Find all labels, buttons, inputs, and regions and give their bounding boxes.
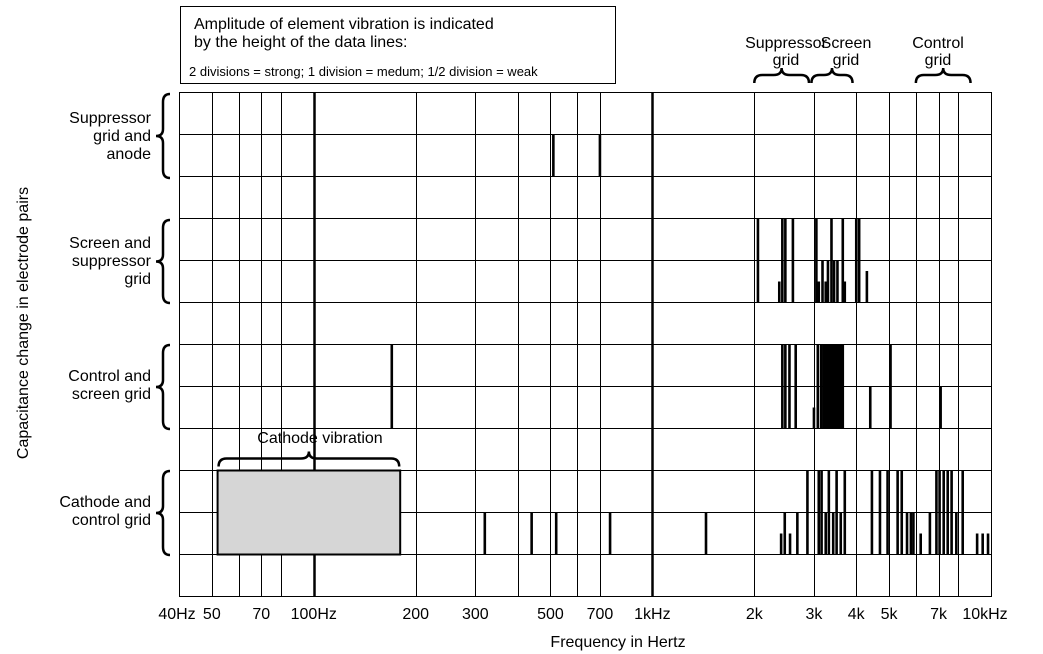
- x-tick-label: 100Hz: [290, 606, 337, 623]
- cathode-vibration-label: Cathode vibration: [257, 430, 383, 447]
- row-label-control-screen: Control and screen grid: [68, 368, 151, 403]
- row-brace-control-screen: [155, 343, 171, 431]
- x-tick-label: 70: [252, 606, 271, 623]
- row-brace-suppressor-anode: [155, 92, 171, 180]
- note-line-3: 2 divisions = strong; 1 division = medum…: [189, 64, 538, 79]
- x-axis-label: Frequency in Hertz: [550, 634, 686, 651]
- note-line-2: by the height of the data lines:: [194, 34, 408, 51]
- row-brace-screen-suppressor: [155, 218, 171, 305]
- amplitude-note-box: Amplitude of element vibration is indica…: [180, 6, 616, 84]
- row-label-cathode-control: Cathode and control grid: [59, 494, 151, 529]
- band-label-suppressor-grid: Suppressor grid: [745, 35, 827, 69]
- x-tick-label: 3k: [805, 606, 823, 623]
- band-label-control-grid: Control grid: [912, 35, 964, 69]
- row-label-screen-suppressor: Screen and suppressor grid: [69, 235, 151, 288]
- x-tick-label: 300: [461, 606, 489, 623]
- data-lines-layer: [390, 134, 990, 555]
- x-tick-label: 2k: [745, 606, 763, 623]
- x-tick-label: 200: [402, 606, 430, 623]
- x-tick-label: 500: [537, 606, 564, 623]
- band-brace-2: [914, 67, 972, 84]
- regions-layer: [216, 469, 402, 556]
- x-tick-label: 1kHz: [634, 606, 671, 623]
- x-tick-label: 5k: [880, 606, 898, 623]
- row-label-suppressor-anode: Suppressor grid and anode: [69, 110, 151, 163]
- row-brace-cathode-control: [155, 469, 171, 557]
- x-tick-label: 4k: [847, 606, 865, 623]
- braces-layer: [155, 67, 972, 557]
- band-brace-0: [753, 67, 811, 84]
- cathode-vibration-region: [216, 469, 402, 556]
- band-label-screen-grid: Screen grid: [820, 35, 872, 69]
- x-tick-label: 10kHz: [962, 606, 1008, 623]
- x-tick-label: 50: [202, 606, 221, 623]
- cathode-vibration-brace: [217, 451, 401, 467]
- x-tick-label: 700: [586, 606, 614, 623]
- y-axis-label: Capacitance change in electrode pairs: [15, 186, 32, 460]
- x-tick-label: 7k: [930, 606, 947, 623]
- band-brace-1: [810, 67, 854, 84]
- note-line-1: Amplitude of element vibration is indica…: [194, 16, 494, 33]
- x-tick-label: 40Hz: [158, 606, 196, 623]
